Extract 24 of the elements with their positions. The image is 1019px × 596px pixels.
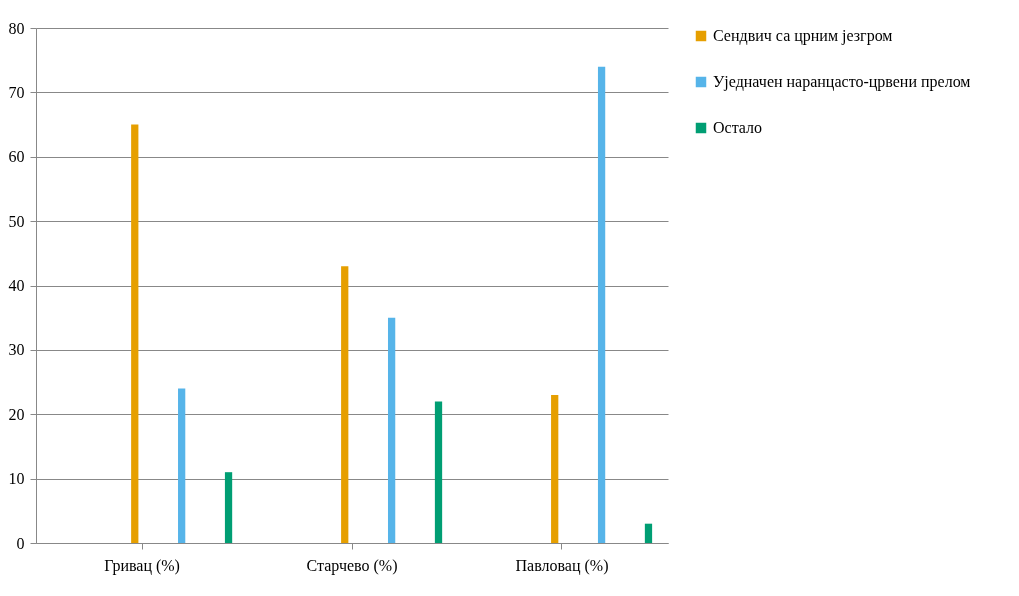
bar [341,266,349,543]
legend-label: Сендвич са црним језгром [713,27,893,45]
y-tick-label: 20 [8,405,25,423]
legend-label: Уједначен наранцасто-црвени прелом [713,73,971,91]
bar [178,388,186,543]
x-tick-label: Павловац (%) [515,556,609,575]
y-tick-label: 70 [8,83,25,101]
legend-label: Остало [713,119,763,136]
y-tick-label: 80 [8,19,25,37]
y-tick-label: 10 [8,470,25,488]
y-tick-label: 30 [8,341,25,359]
x-tick-label: Гривац (%) [104,556,180,575]
y-tick-label: 60 [8,148,25,166]
y-tick-label: 0 [16,534,25,552]
bar [131,124,139,543]
y-tick-label: 50 [8,212,25,230]
bar [434,401,443,543]
bar [597,66,606,543]
bar [551,394,559,543]
bar [387,317,396,543]
x-tick-label: Старчево (%) [306,556,398,575]
bar [644,523,653,543]
y-tick-label: 40 [8,277,25,294]
bar [224,472,233,543]
